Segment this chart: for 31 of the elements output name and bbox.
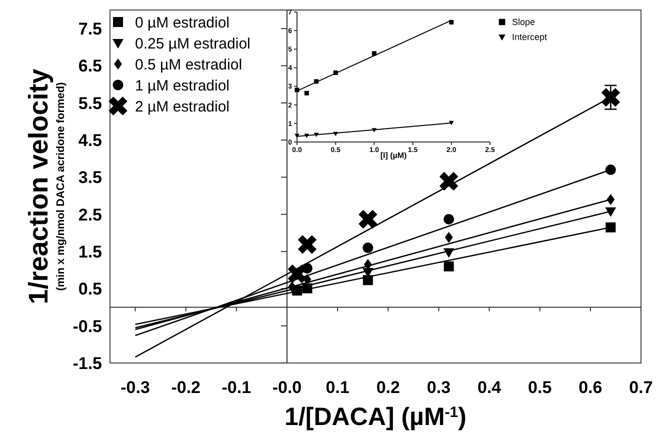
x-tick-label: 0.1 <box>326 378 350 397</box>
x-tick-label: 0.3 <box>426 378 451 397</box>
x-axis-title: 1/[DACA] (µM$^{-1}$) <box>284 403 466 431</box>
y-tick-label: -1.5 <box>72 354 102 373</box>
legend-label: 0.25 µM estradiol <box>135 35 250 52</box>
legend-label: 2 µM estradiol <box>135 98 230 116</box>
y-tick-label: 0.5 <box>78 280 102 299</box>
x-tick-label: -0.1 <box>222 378 252 397</box>
y-tick-label: 3.5 <box>78 168 102 188</box>
y-tick-label: 7.5 <box>78 20 102 39</box>
y-tick-label: 4.5 <box>78 131 102 150</box>
x-tick-label: 0.7 <box>629 378 653 397</box>
x-tick-label: 0.5 <box>528 378 552 397</box>
x-tick-label: -0.2 <box>171 378 201 397</box>
x-tick-label: -0.3 <box>120 378 150 397</box>
legend-label: 1 µM estradiol <box>135 77 230 94</box>
y-tick-label: 2.5 <box>78 205 102 224</box>
y-tick-label: 5.5 <box>78 94 102 113</box>
y-tick-label: 1.5 <box>78 242 102 262</box>
legend-label: Slope <box>512 17 536 28</box>
x-axis-title: [I] (µM) <box>380 151 408 160</box>
y-tick-label: 6.5 <box>78 56 102 76</box>
x-tick-label: -0.0 <box>272 378 302 397</box>
x-tick-label: 0.6 <box>578 378 602 397</box>
x-tick-label: 0.2 <box>376 378 400 397</box>
legend-label: 0 µM estradiol <box>135 14 230 32</box>
legend-label: Intercept <box>512 32 548 42</box>
y-axis-title: 1/reaction velocity (min x mg/nmol DACA acridone formed) <box>23 68 67 304</box>
y-tick-label: -0.5 <box>72 316 102 336</box>
x-tick-label: 0.4 <box>477 378 502 397</box>
legend-label: 0.5 µM estradiol <box>135 56 242 74</box>
